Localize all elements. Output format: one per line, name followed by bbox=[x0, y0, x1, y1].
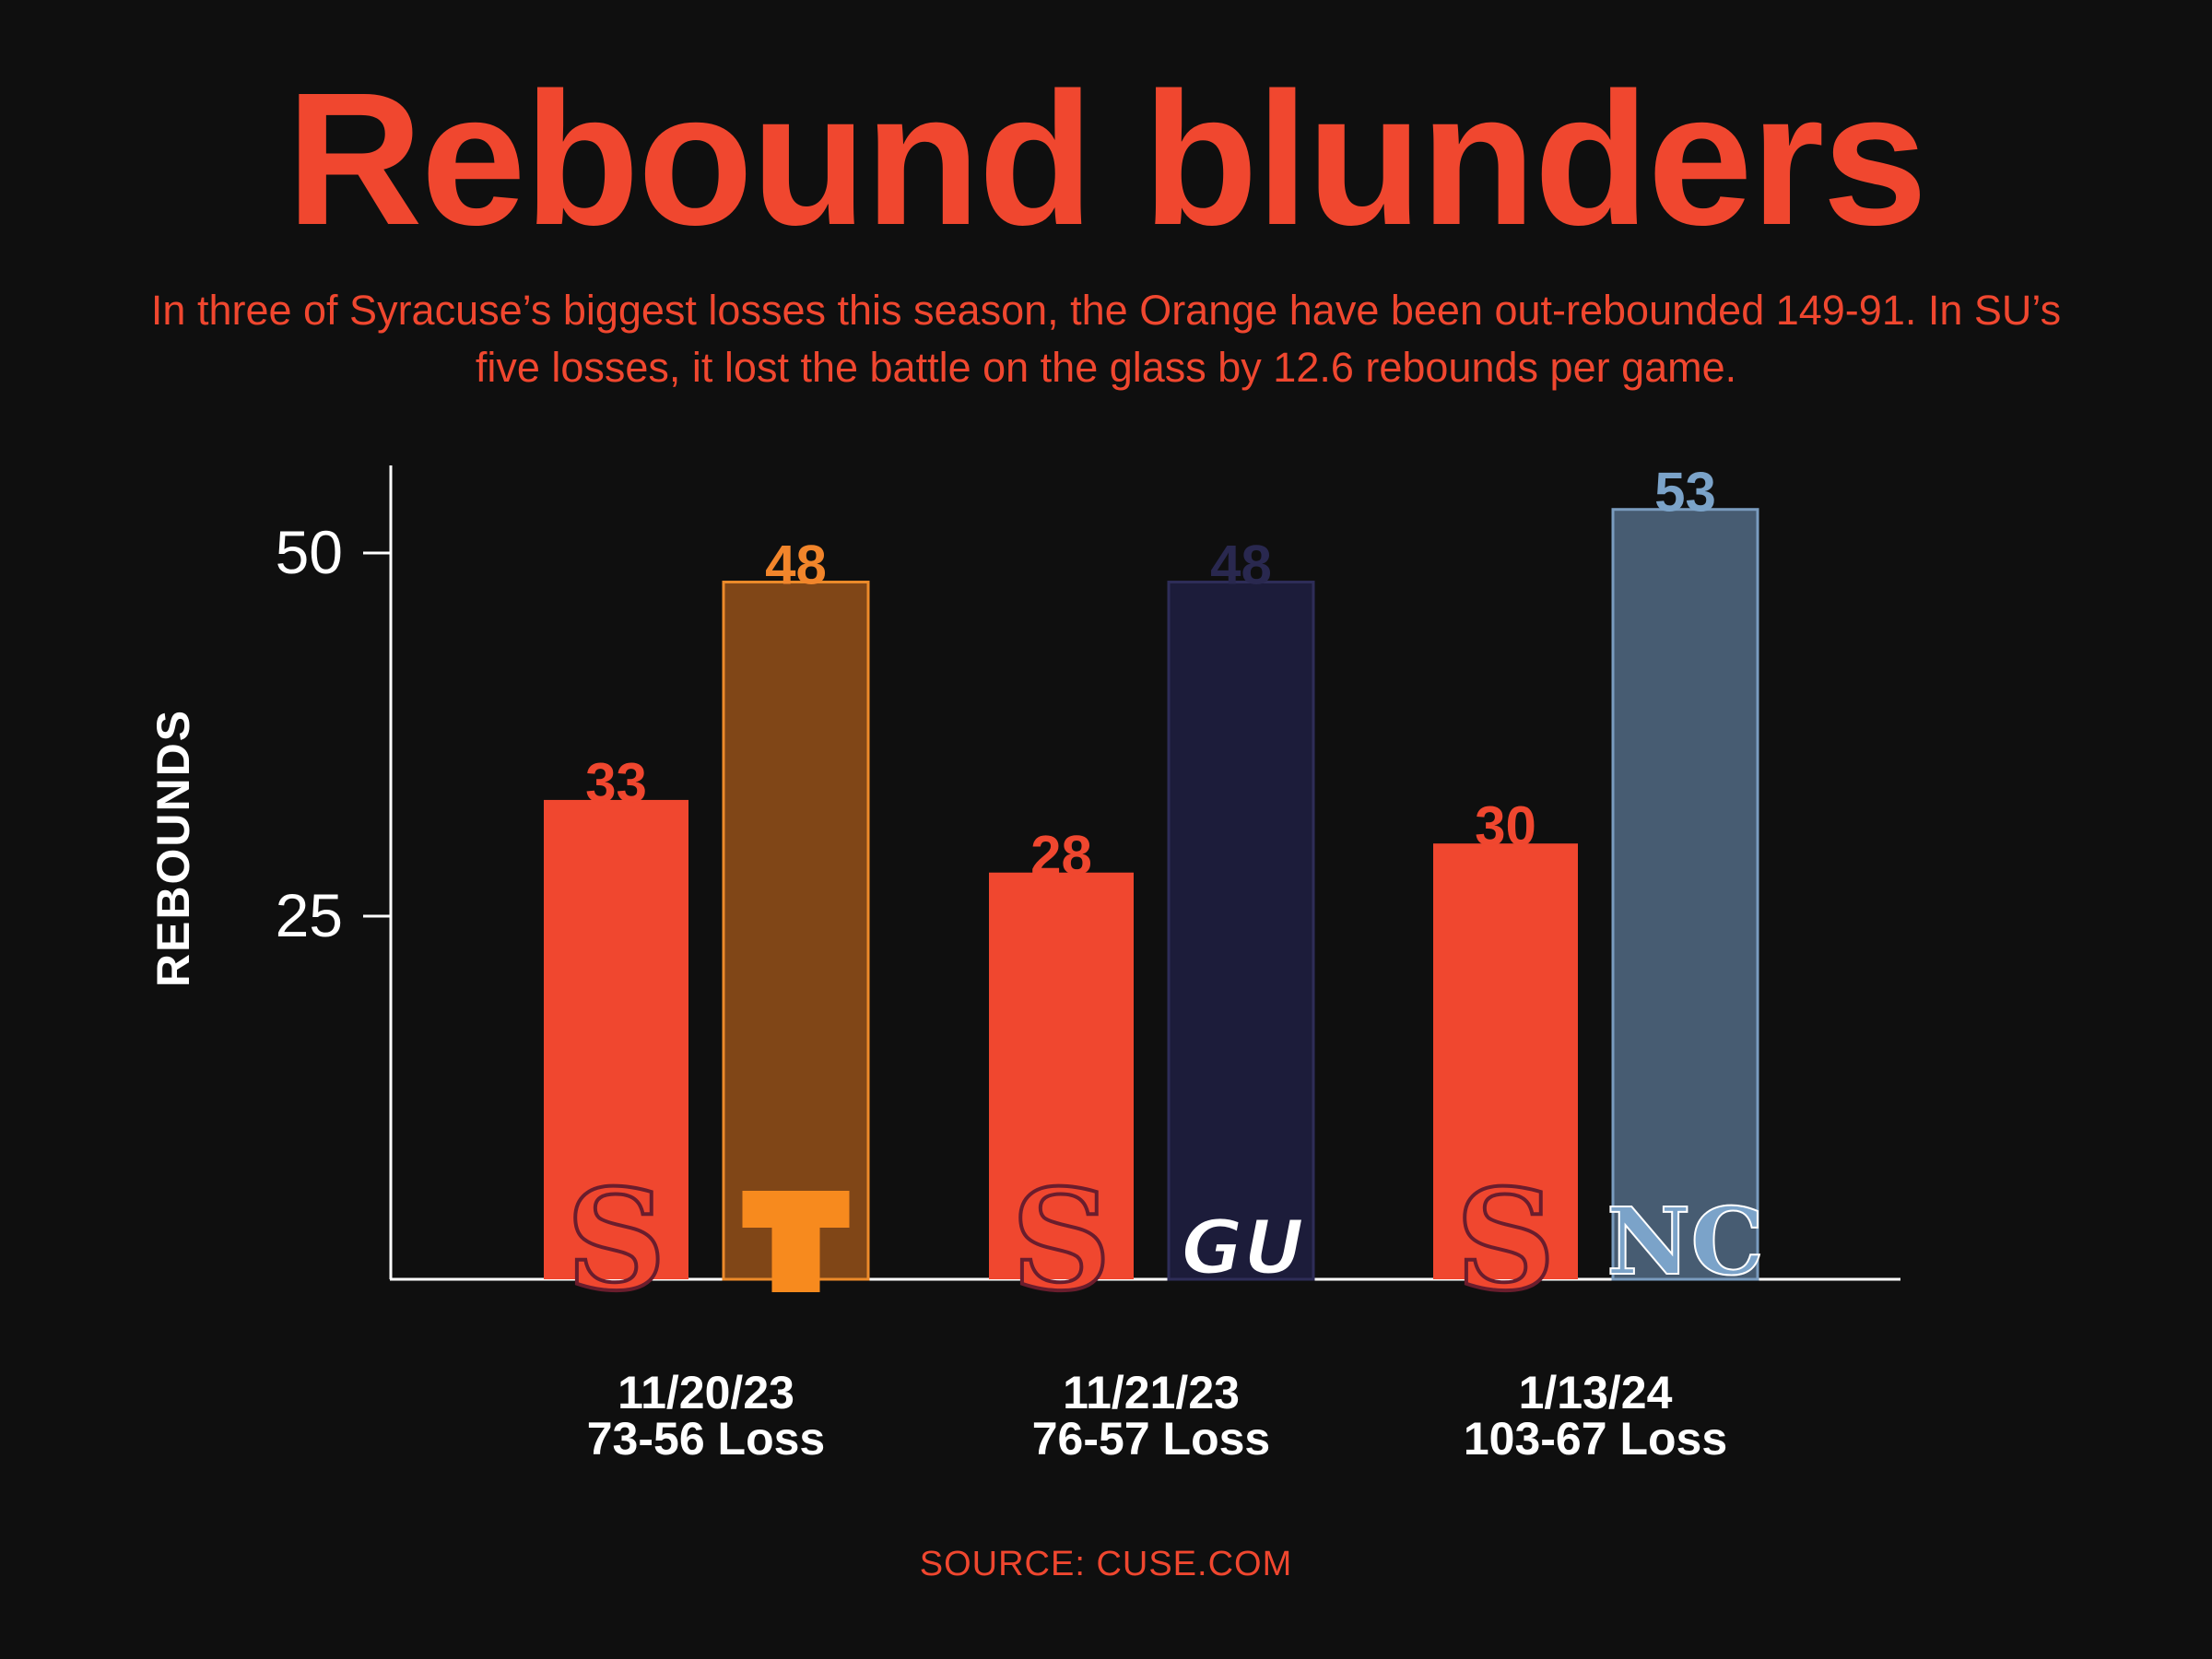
source-note: SOURCE: CUSE.COM bbox=[919, 1545, 1293, 1583]
game-result-label: 76-57 Loss bbox=[1032, 1413, 1270, 1465]
syracuse-bar bbox=[989, 872, 1134, 1279]
game-result-label: 73-56 Loss bbox=[587, 1413, 825, 1465]
syracuse-bar bbox=[1433, 843, 1578, 1279]
opponent-bar bbox=[722, 581, 870, 1281]
syracuse-bar bbox=[544, 799, 688, 1279]
y-tick-label: 25 bbox=[276, 881, 343, 949]
syracuse-s-logo-icon: S bbox=[1011, 1159, 1111, 1322]
x-category-label: 1/13/24 bbox=[1519, 1367, 1673, 1418]
data-label: 33 bbox=[585, 752, 647, 814]
data-label: 48 bbox=[1210, 535, 1272, 596]
syracuse-s-logo-icon: S bbox=[1455, 1159, 1555, 1322]
syracuse-s-logo-icon: S bbox=[566, 1159, 665, 1322]
x-category-label: 11/21/23 bbox=[1063, 1367, 1240, 1418]
data-label: 53 bbox=[1654, 462, 1716, 524]
chart-subtitle: In three of Syracuse’s biggest losses th… bbox=[150, 287, 2062, 391]
unc-nc-logo-icon: NC bbox=[1606, 1187, 1764, 1296]
data-label: 30 bbox=[1475, 795, 1536, 857]
opponent-bar bbox=[1611, 508, 1759, 1281]
y-axis-label: REBOUNDS bbox=[147, 709, 199, 987]
data-label: 48 bbox=[765, 535, 827, 596]
gonzaga-gu-logo-icon: GU bbox=[1182, 1205, 1305, 1292]
game-result-label: 103-67 Loss bbox=[1464, 1413, 1727, 1465]
tennessee-t-logo-icon bbox=[742, 1191, 850, 1292]
y-tick-label: 50 bbox=[276, 518, 343, 586]
chart-title: Rebound blunders bbox=[286, 53, 1928, 265]
x-category-label: 11/20/23 bbox=[618, 1367, 794, 1418]
data-label: 28 bbox=[1030, 825, 1092, 887]
opponent-bar bbox=[1167, 581, 1315, 1281]
